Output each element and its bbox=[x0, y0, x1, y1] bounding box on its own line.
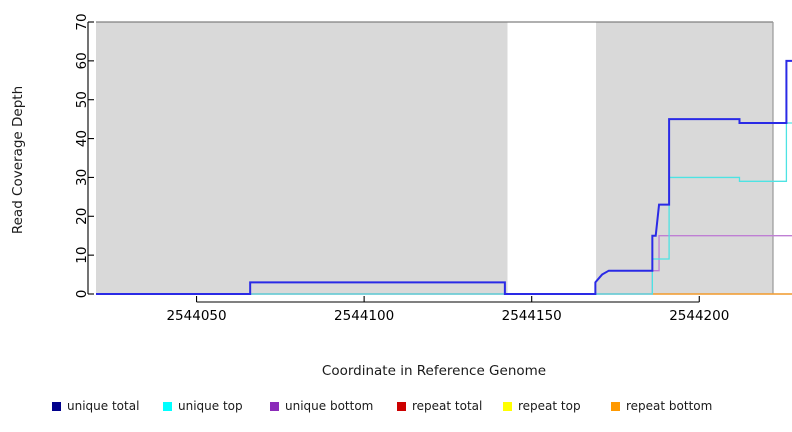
legend-swatch-repeat-total bbox=[397, 402, 406, 411]
legend-label-repeat-top: repeat top bbox=[518, 399, 581, 413]
legend-label-unique-total: unique total bbox=[67, 399, 139, 413]
legend-label-unique-bottom: unique bottom bbox=[285, 399, 373, 413]
y-axis-title: Read Coverage Depth bbox=[10, 86, 26, 234]
series-line-unique-total bbox=[96, 59, 792, 295]
legend-swatch-repeat-top bbox=[503, 402, 512, 411]
y-tick-label: 10 bbox=[74, 247, 90, 264]
y-tick-label: 0 bbox=[74, 290, 90, 299]
x-tick-label: 2544100 bbox=[334, 308, 394, 324]
gap-region bbox=[507, 22, 597, 294]
legend-swatch-repeat-bottom bbox=[611, 402, 620, 411]
y-tick-label: 60 bbox=[74, 52, 90, 69]
unique-region-right bbox=[596, 22, 773, 294]
legend-label-repeat-bottom: repeat bottom bbox=[626, 399, 712, 413]
y-tick-label: 70 bbox=[74, 13, 90, 30]
x-tick-label: 2544150 bbox=[502, 308, 562, 324]
x-tick-label: 2544200 bbox=[669, 308, 729, 324]
legend-swatch-unique-bottom bbox=[270, 402, 279, 411]
y-tick-label: 30 bbox=[74, 169, 90, 186]
x-axis: 2544050 2544100 2544150 2544200 bbox=[166, 296, 729, 324]
legend-label-repeat-total: repeat total bbox=[412, 399, 482, 413]
y-tick-label: 40 bbox=[74, 130, 90, 147]
x-axis-title: Coordinate in Reference Genome bbox=[322, 363, 546, 379]
legend-swatch-unique-total bbox=[52, 402, 61, 411]
legend-swatch-unique-top bbox=[163, 402, 172, 411]
x-tick-label: 2544050 bbox=[166, 308, 226, 324]
data-series-group bbox=[96, 59, 792, 295]
unique-region-left bbox=[96, 22, 508, 294]
y-tick-label: 50 bbox=[74, 91, 90, 108]
plot-background-regions bbox=[96, 22, 773, 294]
legend: unique total unique top unique bottom repea… bbox=[52, 399, 712, 413]
y-tick-label: 20 bbox=[74, 208, 90, 225]
y-axis: 0 10 20 30 40 50 60 70 bbox=[74, 13, 94, 298]
plot-border bbox=[96, 21, 774, 294]
legend-label-unique-top: unique top bbox=[178, 399, 243, 413]
